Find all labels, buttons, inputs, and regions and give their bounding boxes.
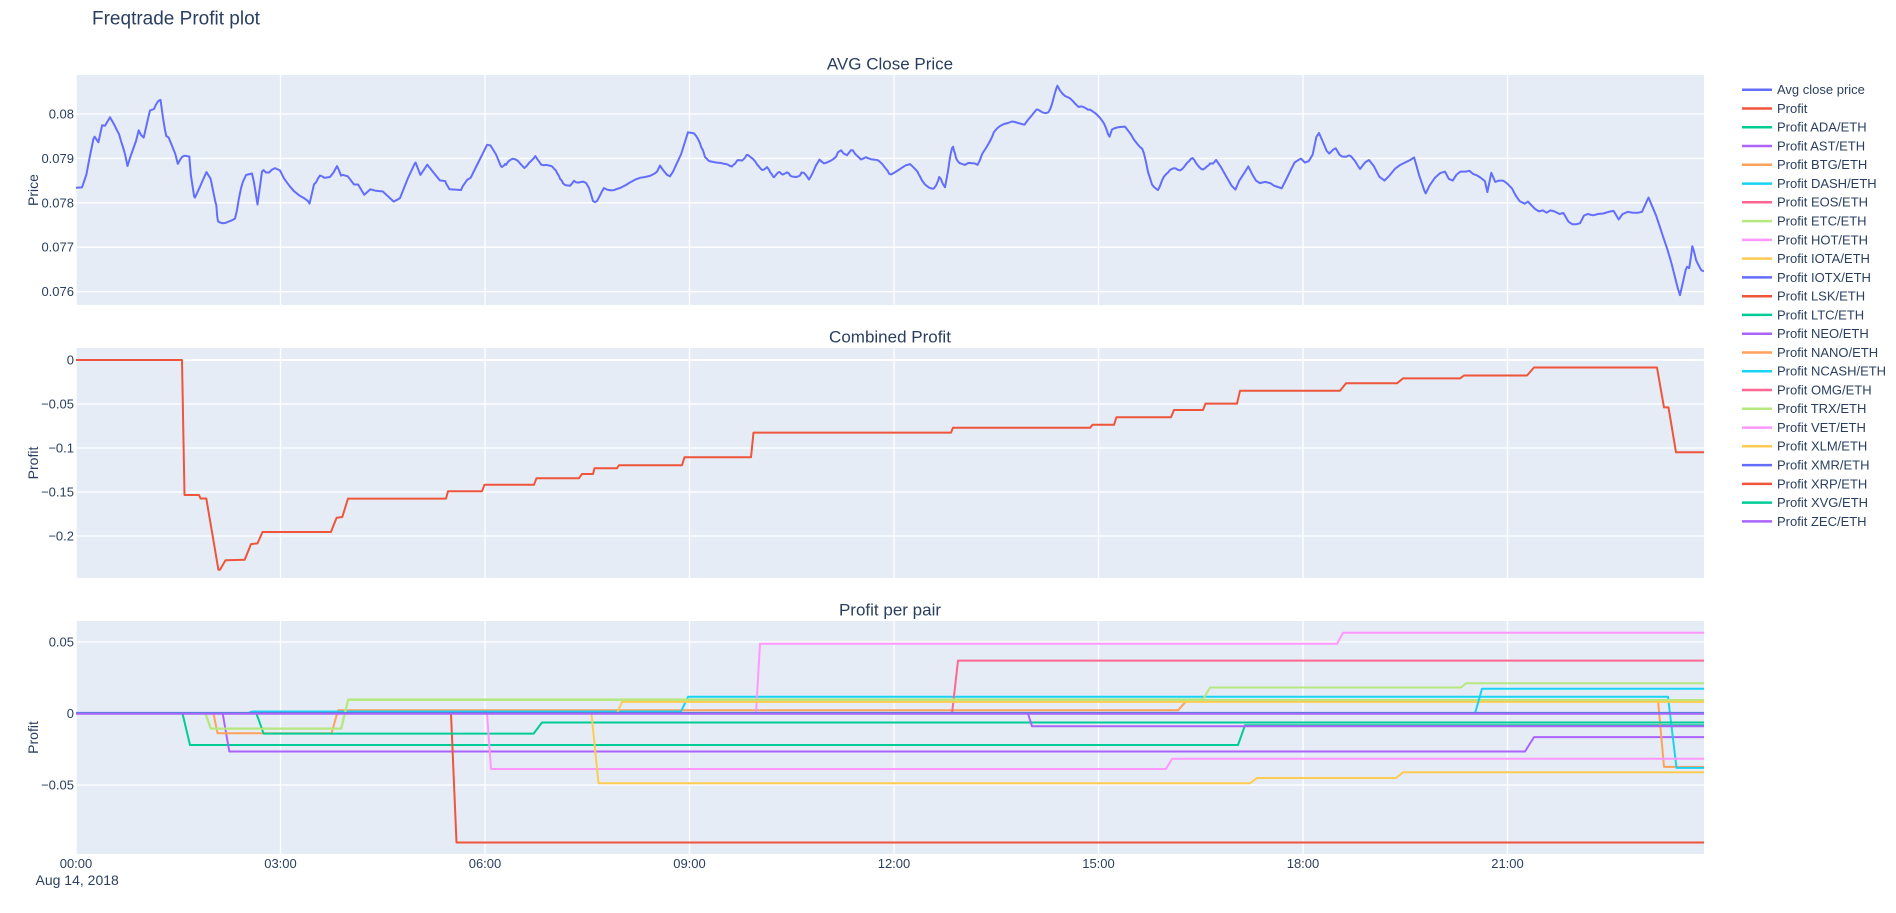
svg-text:Profit TRX/ETH: Profit TRX/ETH <box>1777 401 1866 416</box>
svg-text:Profit VET/ETH: Profit VET/ETH <box>1777 420 1866 435</box>
svg-text:0: 0 <box>67 353 74 368</box>
svg-text:09:00: 09:00 <box>673 856 706 871</box>
svg-text:0.077: 0.077 <box>41 240 74 255</box>
svg-text:0.076: 0.076 <box>41 284 74 299</box>
svg-text:0.08: 0.08 <box>49 107 74 122</box>
svg-text:Profit BTG/ETH: Profit BTG/ETH <box>1777 157 1867 172</box>
svg-text:00:00: 00:00 <box>60 856 93 871</box>
svg-text:Aug 14, 2018: Aug 14, 2018 <box>36 872 120 888</box>
svg-text:Combined Profit: Combined Profit <box>829 328 951 347</box>
svg-text:Profit: Profit <box>25 447 41 480</box>
svg-text:Profit ADA/ETH: Profit ADA/ETH <box>1777 120 1867 135</box>
svg-text:Profit NANO/ETH: Profit NANO/ETH <box>1777 345 1878 360</box>
svg-text:Profit LSK/ETH: Profit LSK/ETH <box>1777 289 1865 304</box>
svg-text:Freqtrade Profit plot: Freqtrade Profit plot <box>92 9 261 30</box>
svg-text:−0.15: −0.15 <box>41 485 74 500</box>
svg-text:0.05: 0.05 <box>49 635 74 650</box>
svg-text:−0.2: −0.2 <box>48 529 74 544</box>
svg-text:Profit XMR/ETH: Profit XMR/ETH <box>1777 458 1869 473</box>
svg-text:Profit XRP/ETH: Profit XRP/ETH <box>1777 476 1867 491</box>
svg-text:Profit DASH/ETH: Profit DASH/ETH <box>1777 176 1877 191</box>
svg-text:15:00: 15:00 <box>1082 856 1115 871</box>
svg-text:12:00: 12:00 <box>878 856 911 871</box>
svg-text:Profit IOTA/ETH: Profit IOTA/ETH <box>1777 251 1870 266</box>
svg-text:Avg close price: Avg close price <box>1777 82 1865 97</box>
svg-text:Profit: Profit <box>25 721 41 754</box>
svg-text:06:00: 06:00 <box>469 856 502 871</box>
svg-text:0.078: 0.078 <box>41 195 74 210</box>
svg-text:Profit ZEC/ETH: Profit ZEC/ETH <box>1777 514 1867 529</box>
svg-text:−0.1: −0.1 <box>48 441 74 456</box>
svg-text:0: 0 <box>67 706 74 721</box>
svg-text:03:00: 03:00 <box>264 856 297 871</box>
svg-text:Profit XVG/ETH: Profit XVG/ETH <box>1777 495 1868 510</box>
svg-text:Profit ETC/ETH: Profit ETC/ETH <box>1777 213 1867 228</box>
svg-text:Profit EOS/ETH: Profit EOS/ETH <box>1777 195 1868 210</box>
svg-text:Profit NEO/ETH: Profit NEO/ETH <box>1777 326 1869 341</box>
svg-text:21:00: 21:00 <box>1491 856 1524 871</box>
svg-text:Profit AST/ETH: Profit AST/ETH <box>1777 138 1865 153</box>
svg-text:Profit per pair: Profit per pair <box>839 601 941 620</box>
svg-text:Profit HOT/ETH: Profit HOT/ETH <box>1777 232 1868 247</box>
svg-text:18:00: 18:00 <box>1287 856 1320 871</box>
svg-text:0.079: 0.079 <box>41 151 74 166</box>
svg-text:Price: Price <box>25 174 41 206</box>
svg-text:AVG Close Price: AVG Close Price <box>827 55 953 74</box>
svg-text:Profit OMG/ETH: Profit OMG/ETH <box>1777 382 1872 397</box>
svg-text:Profit LTC/ETH: Profit LTC/ETH <box>1777 307 1864 322</box>
svg-text:Profit IOTX/ETH: Profit IOTX/ETH <box>1777 270 1871 285</box>
svg-text:Profit NCASH/ETH: Profit NCASH/ETH <box>1777 364 1886 379</box>
svg-text:−0.05: −0.05 <box>41 778 74 793</box>
svg-text:−0.05: −0.05 <box>41 397 74 412</box>
svg-text:Profit: Profit <box>1777 101 1808 116</box>
svg-text:Profit XLM/ETH: Profit XLM/ETH <box>1777 439 1867 454</box>
